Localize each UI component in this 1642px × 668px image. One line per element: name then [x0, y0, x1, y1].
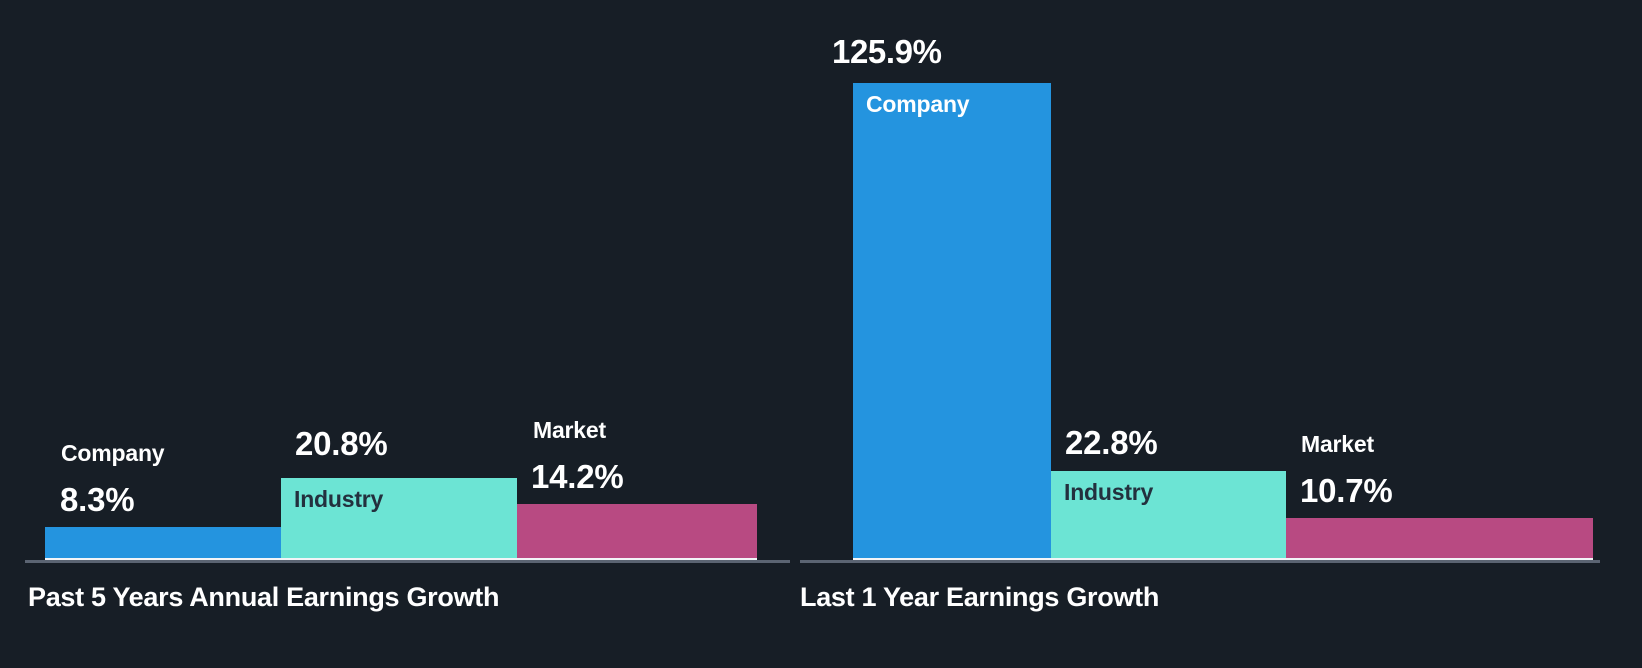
- bar-industry-last1y[interactable]: Industry: [1051, 471, 1286, 560]
- last-1-year-chart-panel: Company 125.9% Industry 22.8% Market 10.…: [800, 0, 1642, 668]
- axis-highlight-past5y: [45, 558, 757, 560]
- bar-label-industry-last1y: Industry: [1064, 479, 1154, 505]
- bar-label-market-last1y: Market: [1301, 431, 1374, 457]
- bar-value-market-past5y: 14.2%: [531, 458, 624, 495]
- axis-baseline-last1y: [800, 560, 1600, 563]
- bar-market-last1y[interactable]: [1286, 518, 1593, 560]
- bar-value-industry-past5y: 20.8%: [295, 425, 388, 462]
- bar-label-market-past5y: Market: [533, 417, 606, 443]
- bar-company-past5y[interactable]: [45, 527, 281, 560]
- bar-industry-past5y[interactable]: Industry: [281, 478, 517, 560]
- axis-highlight-last1y: [853, 558, 1593, 560]
- past-5-years-plot-area: Company 8.3% Industry 20.8% Market 14.2%: [0, 0, 800, 563]
- bar-value-industry-last1y: 22.8%: [1065, 424, 1158, 461]
- bar-label-industry-past5y: Industry: [294, 486, 384, 512]
- bar-value-market-last1y: 10.7%: [1300, 472, 1393, 509]
- axis-baseline-past5y: [25, 560, 790, 563]
- last-1-year-plot-area: Company 125.9% Industry 22.8% Market 10.…: [800, 0, 1642, 563]
- chart-title-past-5-years: Past 5 Years Annual Earnings Growth: [28, 582, 500, 612]
- chart-title-last-1-year: Last 1 Year Earnings Growth: [800, 582, 1160, 612]
- bar-label-company-past5y: Company: [61, 440, 165, 466]
- past-5-years-chart-panel: Company 8.3% Industry 20.8% Market 14.2%…: [0, 0, 800, 668]
- bar-company-last1y[interactable]: Company: [853, 83, 1051, 560]
- bar-label-company-last1y: Company: [866, 91, 970, 117]
- bar-value-company-past5y: 8.3%: [60, 481, 135, 518]
- bar-value-company-last1y: 125.9%: [832, 33, 942, 70]
- bar-market-past5y[interactable]: [517, 504, 757, 560]
